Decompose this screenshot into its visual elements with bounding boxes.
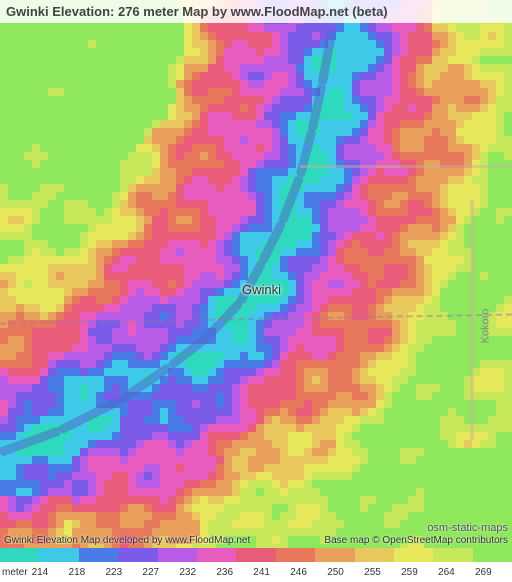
attribution-developer: Gwinki Elevation Map developed by www.Fl… [4, 535, 250, 546]
map-area[interactable] [0, 0, 512, 548]
legend-value: 241 [253, 567, 290, 578]
city-label: Gwinki [242, 282, 281, 297]
legend-swatch [39, 548, 78, 562]
side-region-label: Kokoro [479, 309, 491, 344]
map-container: Gwinki Elevation: 276 meter Map by www.F… [0, 0, 512, 582]
legend-swatch [394, 548, 433, 562]
legend-value: 236 [216, 567, 253, 578]
legend-value: 264 [438, 567, 475, 578]
attribution-basemap: Base map © OpenStreetMap contributors [324, 535, 508, 546]
legend-value: 246 [290, 567, 327, 578]
road [300, 165, 512, 168]
legend-value: 214 [32, 567, 69, 578]
legend-swatch [118, 548, 157, 562]
legend-value: 250 [327, 567, 364, 578]
legend-value: 218 [69, 567, 106, 578]
legend-value: 269 [475, 567, 512, 578]
legend-swatch [236, 548, 275, 562]
elevation-legend: meter 2142182232272322362412462502552592… [0, 548, 512, 582]
title-bar: Gwinki Elevation: 276 meter Map by www.F… [0, 0, 512, 23]
legend-value: 223 [105, 567, 142, 578]
legend-swatch [433, 548, 472, 562]
legend-swatch [158, 548, 197, 562]
watermark: osm-static-maps [427, 522, 508, 534]
legend-swatch [0, 548, 39, 562]
legend-swatch [276, 548, 315, 562]
legend-swatch [473, 548, 512, 562]
legend-color-bar [0, 548, 512, 562]
legend-value: 232 [179, 567, 216, 578]
legend-swatch [197, 548, 236, 562]
legend-value: 255 [364, 567, 401, 578]
legend-swatch [315, 548, 354, 562]
page-title: Gwinki Elevation: 276 meter Map by www.F… [6, 4, 388, 19]
legend-unit: meter [0, 567, 32, 578]
legend-value: 227 [142, 567, 179, 578]
legend-swatch [355, 548, 394, 562]
road [470, 200, 474, 440]
legend-value: 259 [401, 567, 438, 578]
legend-labels: meter 2142182232272322362412462502552592… [0, 562, 512, 582]
legend-swatch [79, 548, 118, 562]
